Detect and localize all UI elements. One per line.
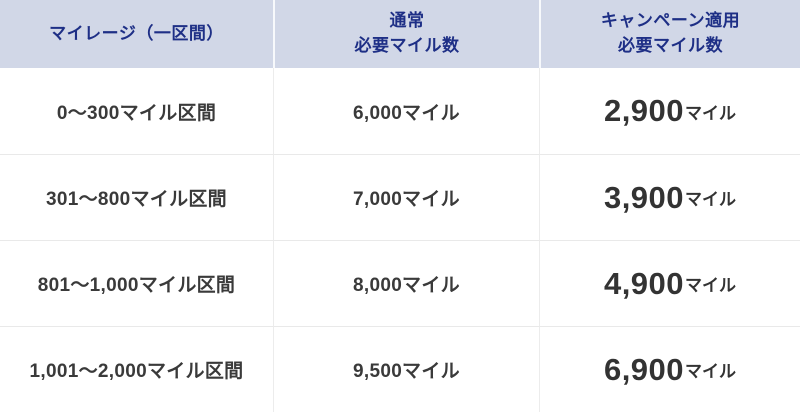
campaign-miles: 6,900 マイル xyxy=(539,326,800,412)
header-mileage-section-label: マイレージ（一区間） xyxy=(49,23,224,43)
table-row: 301〜800マイル区間 7,000マイル 3,900 マイル xyxy=(0,154,800,240)
mileage-range: 1,001〜2,000マイル区間 xyxy=(0,326,273,412)
campaign-miles: 4,900 マイル xyxy=(539,240,800,326)
campaign-miles-unit: マイル xyxy=(685,276,737,295)
header-campaign-miles: キャンペーン適用 必要マイル数 xyxy=(539,0,800,68)
mileage-range: 301〜800マイル区間 xyxy=(0,154,273,240)
normal-miles: 8,000マイル xyxy=(273,240,539,326)
header-campaign-line2: 必要マイル数 xyxy=(618,36,723,55)
campaign-miles: 3,900 マイル xyxy=(539,154,800,240)
header-normal-line2: 必要マイル数 xyxy=(354,36,460,55)
campaign-miles-value: 3,900 xyxy=(603,179,685,215)
table-row: 1,001〜2,000マイル区間 9,500マイル 6,900 マイル xyxy=(0,326,800,412)
header-mileage-section: マイレージ（一区間） xyxy=(0,0,273,68)
campaign-miles-value: 2,900 xyxy=(603,93,685,128)
normal-miles: 9,500マイル xyxy=(273,326,539,412)
campaign-miles: 2,900 マイル xyxy=(539,68,800,154)
mileage-range: 0〜300マイル区間 xyxy=(0,68,273,154)
header-normal-line1: 通常 xyxy=(389,11,425,31)
campaign-miles-unit: マイル xyxy=(685,362,737,381)
table-row: 801〜1,000マイル区間 8,000マイル 4,900 マイル xyxy=(0,240,800,326)
table-header-row: マイレージ（一区間） 通常 必要マイル数 キャンペーン適用 必要マイル数 xyxy=(0,0,800,68)
mileage-range: 801〜1,000マイル区間 xyxy=(0,240,273,326)
campaign-miles-value: 4,900 xyxy=(603,265,685,301)
campaign-miles-unit: マイル xyxy=(685,103,737,123)
header-normal-miles: 通常 必要マイル数 xyxy=(273,0,539,68)
campaign-miles-value: 6,900 xyxy=(603,351,685,387)
normal-miles: 6,000マイル xyxy=(273,68,539,154)
table-row: 0〜300マイル区間 6,000マイル 2,900 マイル xyxy=(0,68,800,154)
campaign-miles-unit: マイル xyxy=(685,190,737,209)
normal-miles: 7,000マイル xyxy=(273,154,539,240)
header-campaign-line1: キャンペーン適用 xyxy=(600,11,741,31)
